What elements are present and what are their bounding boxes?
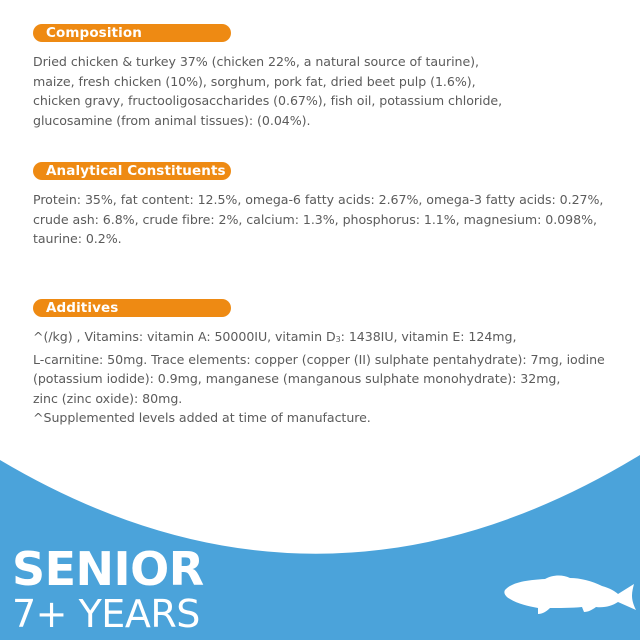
composition-section: Composition Dried chicken & turkey 37% (…: [33, 24, 633, 130]
constituents-line: crude ash: 6.8%, crude fibre: 2%, calciu…: [33, 211, 597, 227]
constituents-line: taurine: 0.2%.: [33, 231, 122, 247]
additives-line: ^Supplemented levels added at time of ma…: [33, 410, 371, 426]
analytical-constituents-section: Analytical Constituents Protein: 35%, fa…: [33, 162, 633, 249]
composition-text: Dried chicken & turkey 37% (chicken 22%,…: [33, 52, 633, 130]
additives-line: (potassium iodide): 0.9mg, manganese (ma…: [33, 371, 561, 387]
age-range-label: 7+ YEARS: [12, 592, 200, 636]
additives-text: ^(/kg) , Vitamins: vitamin A: 50000IU, v…: [33, 327, 633, 428]
additives-line: ^(/kg) , Vitamins: vitamin A: 50000IU, v…: [33, 327, 633, 350]
analytical-constituents-text: Protein: 35%, fat content: 12.5%, omega-…: [33, 190, 633, 249]
additives-line: L-carnitine: 50mg. Trace elements: coppe…: [33, 351, 605, 367]
additives-section: Additives ^(/kg) , Vitamins: vitamin A: …: [33, 299, 633, 428]
life-stage-title: SENIOR: [12, 542, 204, 596]
additives-line-part: ^(/kg) , Vitamins: vitamin A: 50000IU, v…: [33, 329, 336, 344]
fish-icon: [504, 575, 636, 614]
composition-line: maize, fresh chicken (10%), sorghum, por…: [33, 73, 476, 89]
subscript: 3: [335, 335, 341, 344]
additives-heading: Additives: [33, 299, 231, 317]
analytical-constituents-heading: Analytical Constituents: [33, 162, 231, 180]
composition-line: glucosamine (from animal tissues): (0.04…: [33, 112, 311, 128]
constituents-line: Protein: 35%, fat content: 12.5%, omega-…: [33, 192, 604, 207]
additives-line-part: : 1438IU, vitamin E: 124mg,: [340, 329, 517, 344]
composition-line: Dried chicken & turkey 37% (chicken 22%,…: [33, 54, 479, 69]
composition-heading: Composition: [33, 24, 231, 42]
composition-line: chicken gravy, fructooligosaccharides (0…: [33, 93, 503, 109]
additives-line: zinc (zinc oxide): 80mg.: [33, 390, 183, 406]
blue-wave-banner: [0, 455, 640, 640]
